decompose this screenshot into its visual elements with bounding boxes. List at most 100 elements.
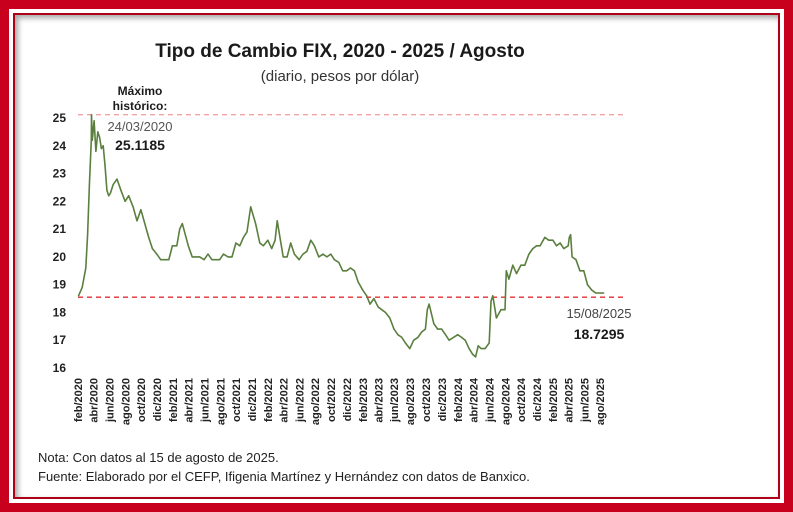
data-point [353, 270, 355, 272]
data-point [575, 259, 577, 261]
x-tick-label: abr/2024 [469, 377, 481, 423]
x-tick-label: dic/2020 [152, 378, 164, 421]
data-point [242, 236, 244, 238]
data-point [464, 339, 466, 341]
data-point [548, 239, 550, 241]
data-point [471, 353, 474, 355]
data-point [349, 267, 352, 269]
data-point [148, 236, 150, 238]
x-tick-label: feb/2024 [453, 377, 465, 422]
x-tick-label: oct/2021 [231, 378, 243, 422]
data-point [322, 253, 324, 255]
data-point [81, 286, 83, 288]
y-tick-label: 21 [53, 222, 67, 236]
data-point [99, 136, 101, 138]
x-tick-label: abr/2021 [184, 378, 196, 423]
x-tick-label: oct/2024 [516, 377, 528, 422]
data-point [570, 234, 572, 236]
y-tick-label: 24 [53, 139, 67, 153]
data-point [90, 114, 93, 116]
data-point [235, 242, 237, 244]
data-point [393, 328, 395, 330]
x-tick-label: dic/2021 [247, 378, 259, 421]
data-point [306, 250, 308, 252]
x-tick-label: abr/2020 [89, 378, 101, 423]
data-point [144, 223, 146, 225]
data-point [298, 259, 300, 261]
data-point [357, 281, 359, 283]
y-tick-label: 25 [53, 111, 67, 125]
data-point [377, 306, 379, 308]
data-point [164, 259, 166, 261]
data-point [100, 148, 102, 150]
data-point [246, 231, 248, 233]
data-point [250, 206, 252, 208]
data-point [591, 289, 593, 291]
data-point [290, 242, 292, 244]
data-point [156, 253, 158, 255]
data-point [404, 342, 406, 344]
data-point [441, 328, 443, 330]
data-point [595, 292, 597, 294]
data-point [106, 189, 108, 191]
data-point [90, 139, 92, 141]
x-tick-label: jun/2025 [579, 378, 591, 423]
data-point [567, 245, 569, 247]
data-point [222, 253, 224, 255]
data-point [461, 336, 463, 338]
y-tick-label: 17 [53, 333, 67, 347]
data-point [239, 245, 241, 247]
data-point [181, 223, 183, 225]
data-point [116, 178, 118, 180]
data-point [132, 206, 134, 208]
x-tick-label: oct/2020 [136, 378, 148, 422]
data-point [271, 248, 273, 250]
data-point [93, 120, 95, 122]
data-point [88, 184, 90, 186]
x-tick-label: ago/2021 [215, 378, 227, 425]
x-axis-ticks: feb/2020 abr/2020 jun/2020 ago/2020 oct/2020… [73, 377, 607, 425]
data-point [95, 150, 97, 152]
data-point [413, 339, 415, 341]
data-point [559, 242, 561, 244]
data-point [599, 292, 601, 294]
x-tick-label: jun/2022 [294, 378, 306, 423]
data-point [203, 259, 205, 261]
data-point [579, 270, 581, 272]
data-point [313, 245, 315, 247]
data-point [160, 259, 162, 261]
data-point [508, 278, 510, 280]
data-point [346, 270, 348, 272]
chart-panel [13, 13, 780, 499]
note-text: Nota: Con datos al 15 de agosto de 2025. [38, 450, 279, 465]
data-point [409, 348, 411, 350]
x-tick-label: ago/2024 [500, 377, 512, 425]
data-point [326, 256, 328, 258]
data-point [544, 236, 546, 238]
data-point [401, 336, 403, 338]
data-point [484, 348, 486, 350]
data-point [369, 303, 371, 305]
x-tick-label: feb/2021 [168, 378, 180, 422]
data-point [426, 309, 428, 311]
data-point [520, 264, 522, 266]
x-tick-label: feb/2022 [263, 378, 275, 422]
data-point [140, 209, 142, 211]
chart-title: Tipo de Cambio FIX, 2020 - 2025 / Agosto [155, 41, 525, 62]
x-tick-label: jun/2023 [389, 378, 401, 423]
data-point [384, 311, 386, 313]
data-point [330, 253, 332, 255]
x-tick-label: dic/2024 [532, 377, 544, 421]
data-point [373, 298, 375, 300]
data-point [448, 339, 450, 341]
data-point [211, 259, 213, 261]
x-tick-label: jun/2024 [484, 377, 496, 423]
data-point [433, 323, 435, 325]
data-point [187, 245, 189, 247]
x-tick-label: abr/2025 [564, 378, 576, 423]
x-tick-label: dic/2022 [342, 378, 354, 421]
x-tick-label: dic/2023 [437, 378, 449, 421]
data-point [381, 309, 383, 311]
data-point [171, 245, 173, 247]
data-point [128, 195, 130, 197]
